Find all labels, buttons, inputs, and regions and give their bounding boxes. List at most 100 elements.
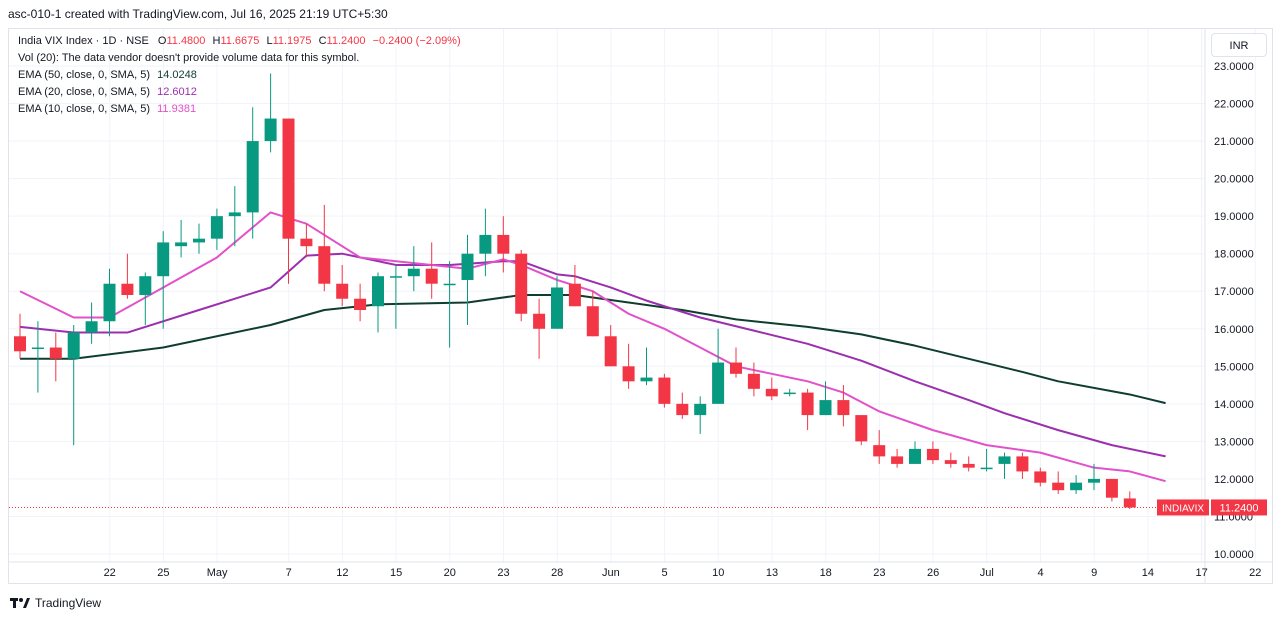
candle <box>944 452 957 468</box>
candle <box>622 343 635 389</box>
candle-body <box>747 373 760 389</box>
candle <box>855 415 868 446</box>
candle-body <box>658 377 671 404</box>
time-tick-label: 20 <box>444 567 456 579</box>
ema10-value: 11.9381 <box>157 103 197 115</box>
candle <box>497 216 510 273</box>
candle-body <box>193 238 205 243</box>
time-tick-label: 7 <box>286 567 292 579</box>
low-value: 11.1975 <box>272 35 312 47</box>
close-value: 11.2400 <box>326 35 366 47</box>
candle <box>891 448 904 468</box>
volume-legend[interactable]: Vol (20): The data vendor doesn't provid… <box>18 52 359 64</box>
price-tick-label: 10.0000 <box>1214 549 1254 561</box>
candle-body <box>121 283 134 295</box>
time-tick-label: 25 <box>157 567 169 579</box>
time-tick-label: 5 <box>662 567 668 579</box>
symbol-legend[interactable]: India VIX Index · 1D · NSE O11.4800 H11.… <box>18 35 461 47</box>
time-tick-label: Jul <box>980 567 994 579</box>
price-tag-bg <box>1211 499 1267 516</box>
time-tick-label: 4 <box>1037 567 1043 579</box>
candle-body <box>712 362 725 404</box>
candle-body <box>139 276 152 295</box>
candle <box>819 381 832 416</box>
candle-body <box>1016 456 1029 472</box>
candles <box>14 73 1136 510</box>
candle-body <box>67 332 80 359</box>
candle-body <box>31 347 44 350</box>
brand-text: TradingView <box>35 596 102 610</box>
candle-body <box>640 377 653 382</box>
candle <box>407 246 420 292</box>
candle-body <box>228 212 241 217</box>
price-tick-label: 21.0000 <box>1214 136 1254 148</box>
candle-body <box>49 347 62 359</box>
ema10-legend[interactable]: EMA (10, close, 0, SMA, 5) 11.9381 <box>18 103 196 115</box>
candle <box>389 264 402 329</box>
candle-body <box>568 283 581 307</box>
candle-body <box>389 276 402 278</box>
candle-body <box>246 141 259 213</box>
candle-body <box>622 366 635 382</box>
candle-body <box>1070 482 1083 491</box>
candle <box>103 268 116 337</box>
candle-body <box>175 242 188 247</box>
chart-frame <box>8 28 1273 584</box>
candle-body <box>998 456 1011 464</box>
candle <box>425 242 438 299</box>
candle-body <box>1034 471 1047 483</box>
candle <box>568 264 581 307</box>
open-label: O <box>157 35 167 47</box>
tradingview-brand[interactable]: TradingView <box>10 596 101 610</box>
currency-button[interactable]: INR <box>1211 33 1267 57</box>
candle <box>1034 467 1047 487</box>
candle <box>336 264 349 307</box>
candle <box>586 291 599 337</box>
candle-body <box>980 467 993 470</box>
candle-body <box>944 460 957 464</box>
candle <box>193 223 205 254</box>
candle <box>175 219 188 258</box>
ema-line-0 <box>20 293 1166 405</box>
candle <box>998 452 1011 479</box>
candle-body <box>730 362 742 374</box>
candle <box>533 298 546 359</box>
time-tick-label: 22 <box>104 567 116 579</box>
grid-lines <box>9 29 1273 584</box>
candle <box>228 186 241 247</box>
candle-body <box>586 306 599 337</box>
candle-body <box>479 234 492 254</box>
candle-body <box>1123 498 1136 508</box>
candle <box>1123 491 1136 510</box>
time-tick-label: 15 <box>390 567 402 579</box>
time-tick-label: 23 <box>497 567 509 579</box>
candle-body <box>157 242 170 277</box>
candle <box>909 441 921 464</box>
candle-body <box>1052 482 1065 491</box>
price-tick-label: 12.0000 <box>1214 474 1254 486</box>
candle-body <box>282 118 295 239</box>
price-tag-label: 11.2400 <box>1220 502 1259 514</box>
ema50-legend[interactable]: EMA (50, close, 0, SMA, 5) 14.0248 <box>18 69 197 81</box>
candle <box>783 388 796 397</box>
candle-body <box>318 246 331 284</box>
high-label: H <box>212 35 221 47</box>
ema20-legend[interactable]: EMA (20, close, 0, SMA, 5) 12.6012 <box>18 86 197 98</box>
low-label: L <box>266 35 273 47</box>
time-tick-label: 12 <box>336 567 348 579</box>
ema50-value: 14.0248 <box>157 69 197 81</box>
candle <box>765 377 778 401</box>
volume-text: Vol (20): The data vendor doesn't provid… <box>18 52 360 64</box>
candle-body <box>461 253 474 280</box>
candle-body <box>85 321 98 333</box>
chart-caption: asc-010-1 created with TradingView.com, … <box>8 7 388 21</box>
price-tick-label: 18.0000 <box>1214 249 1254 261</box>
close-label: C <box>318 35 327 47</box>
candle-body <box>103 283 116 322</box>
candle-body <box>801 392 814 416</box>
candle <box>551 276 563 329</box>
candle <box>461 234 474 326</box>
candle <box>300 223 313 258</box>
time-tick-label: 22 <box>1249 567 1261 579</box>
